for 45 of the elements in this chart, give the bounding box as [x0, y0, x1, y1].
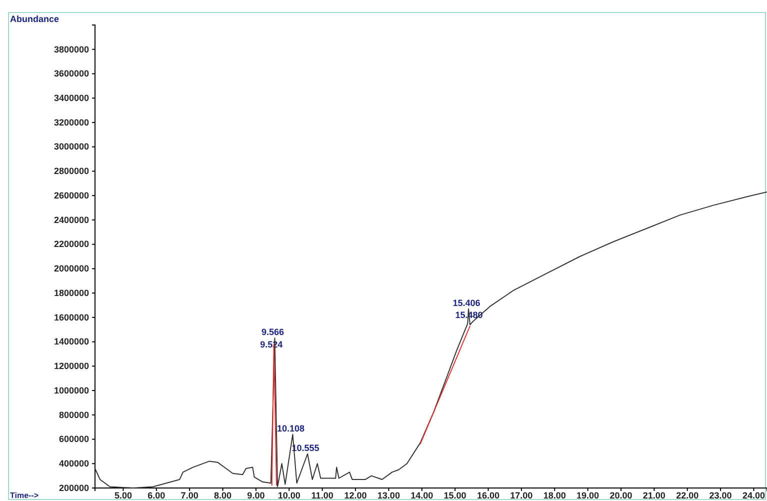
x-tick-label: 5.00 — [114, 490, 132, 500]
x-tick-label: 22.00 — [676, 490, 699, 500]
y-tick-label: 200000 — [58, 482, 89, 493]
x-tick-label: 14.00 — [410, 490, 434, 500]
x-tick-label: 6.00 — [148, 490, 166, 500]
y-tick-label: 3200000 — [54, 117, 89, 128]
x-tick-label: 20.00 — [610, 490, 632, 500]
y-tick-label: 800000 — [58, 410, 89, 420]
y-tick-label: 2400000 — [54, 214, 89, 225]
y-tick-label: 3800000 — [54, 44, 89, 54]
y-tick-label: 400000 — [58, 458, 89, 469]
y-tick-label: 2200000 — [54, 239, 89, 250]
x-tick-label: 16.00 — [476, 490, 500, 500]
annotation: 9.566 — [261, 327, 284, 338]
x-tick-label: 24.00 — [742, 490, 765, 500]
y-tick-label: 600000 — [58, 434, 89, 444]
y-tick-label: 1200000 — [54, 361, 89, 372]
x-tick-label: 11.00 — [311, 490, 334, 500]
x-tick-label: 7.00 — [180, 490, 198, 500]
x-tick-label: 19.00 — [576, 490, 600, 500]
y-tick-label: 2000000 — [54, 264, 89, 274]
y-tick-label: 1000000 — [54, 385, 89, 396]
x-tick-label: 9.00 — [247, 490, 265, 500]
y-tick-label: 3000000 — [54, 142, 89, 152]
y-tick-label: 1600000 — [54, 312, 89, 322]
x-tick-label: 18.00 — [543, 490, 566, 500]
y-tick-label: 1400000 — [54, 336, 89, 347]
x-tick-label: 23.00 — [709, 490, 732, 500]
x-axis-title: Time--> — [10, 491, 39, 500]
y-axis-title: Abundance — [10, 14, 60, 24]
y-tick-label: 2600000 — [54, 190, 89, 200]
x-tick-label: 12.00 — [344, 490, 367, 500]
x-tick-label: 21.00 — [642, 490, 666, 500]
x-tick-label: 13.00 — [377, 490, 400, 500]
y-tick-label: 2800000 — [54, 166, 89, 176]
x-tick-label: 8.00 — [214, 490, 232, 500]
x-tick-label: 10.00 — [278, 490, 300, 500]
y-tick-label: 3600000 — [54, 68, 89, 79]
x-tick-label: 17.00 — [510, 490, 533, 500]
annotation: 15.406 — [452, 298, 480, 308]
y-tick-label: 3400000 — [54, 92, 89, 103]
y-tick-label: 1800000 — [54, 288, 89, 298]
x-tick-label: 15.00 — [444, 490, 466, 500]
annotation: 10.108 — [276, 423, 304, 434]
line-series — [94, 191, 767, 488]
